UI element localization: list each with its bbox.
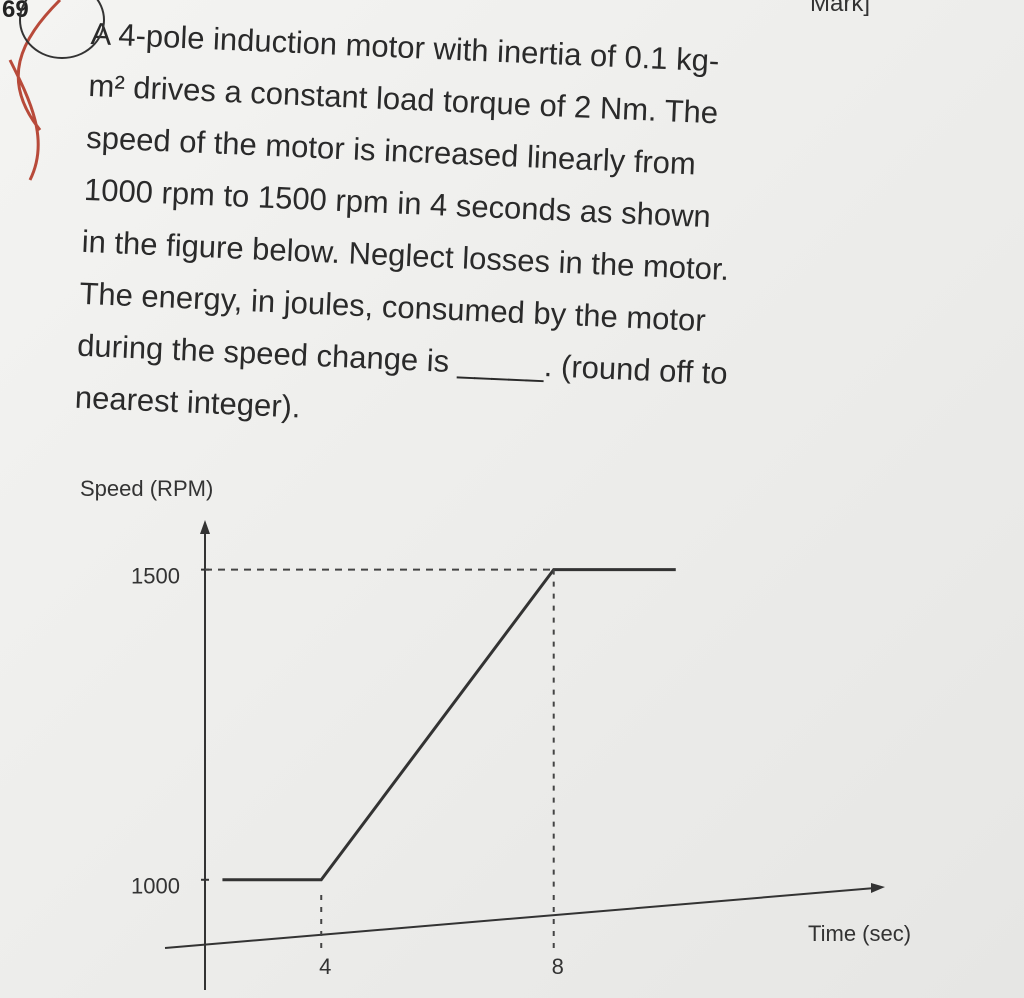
y-axis-arrow xyxy=(200,520,210,534)
x-tick-label: 8 xyxy=(552,954,564,979)
x-axis xyxy=(164,887,876,949)
speed-line xyxy=(222,568,676,882)
y-tick-label: 1000 xyxy=(131,874,180,899)
number-circle xyxy=(19,0,105,59)
x-axis-arrow xyxy=(871,883,885,893)
y-axis-label: Speed (RPM) xyxy=(80,476,213,501)
pen-scribble xyxy=(8,0,62,181)
marks-header: Mark] xyxy=(810,0,870,17)
x-tick-label: 4 xyxy=(319,954,331,979)
y-tick-label: 1500 xyxy=(131,563,180,588)
x-axis-label: Time (sec) xyxy=(808,921,911,946)
